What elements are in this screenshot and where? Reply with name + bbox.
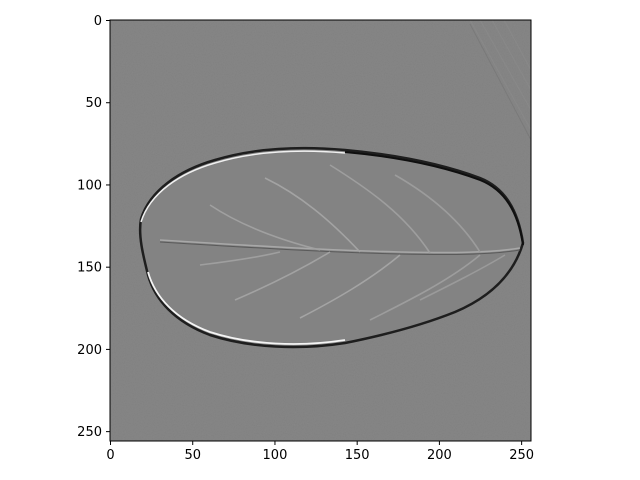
leaf-veins xyxy=(159,164,521,321)
y-tick-label: 150 xyxy=(77,261,102,276)
x-axis: 0 50 100 150 200 250 xyxy=(106,441,534,463)
x-tick-label: 150 xyxy=(345,448,370,463)
y-axis: 0 50 100 150 200 250 xyxy=(77,14,110,440)
axes-frame xyxy=(109,19,532,442)
x-tick-label: 50 xyxy=(184,448,201,463)
x-tick-label: 200 xyxy=(427,448,452,463)
y-tick-label: 50 xyxy=(85,96,102,111)
x-tick-label: 250 xyxy=(509,448,534,463)
y-tick-label: 200 xyxy=(77,343,102,358)
y-tick-label: 0 xyxy=(94,14,102,29)
x-tick-label: 0 xyxy=(106,448,114,463)
y-tick-label: 250 xyxy=(77,425,102,440)
leaf xyxy=(138,146,525,349)
image-panel xyxy=(110,20,531,441)
x-tick-label: 100 xyxy=(263,448,288,463)
top-right-streaks xyxy=(469,20,531,141)
y-tick-label: 100 xyxy=(77,178,102,193)
